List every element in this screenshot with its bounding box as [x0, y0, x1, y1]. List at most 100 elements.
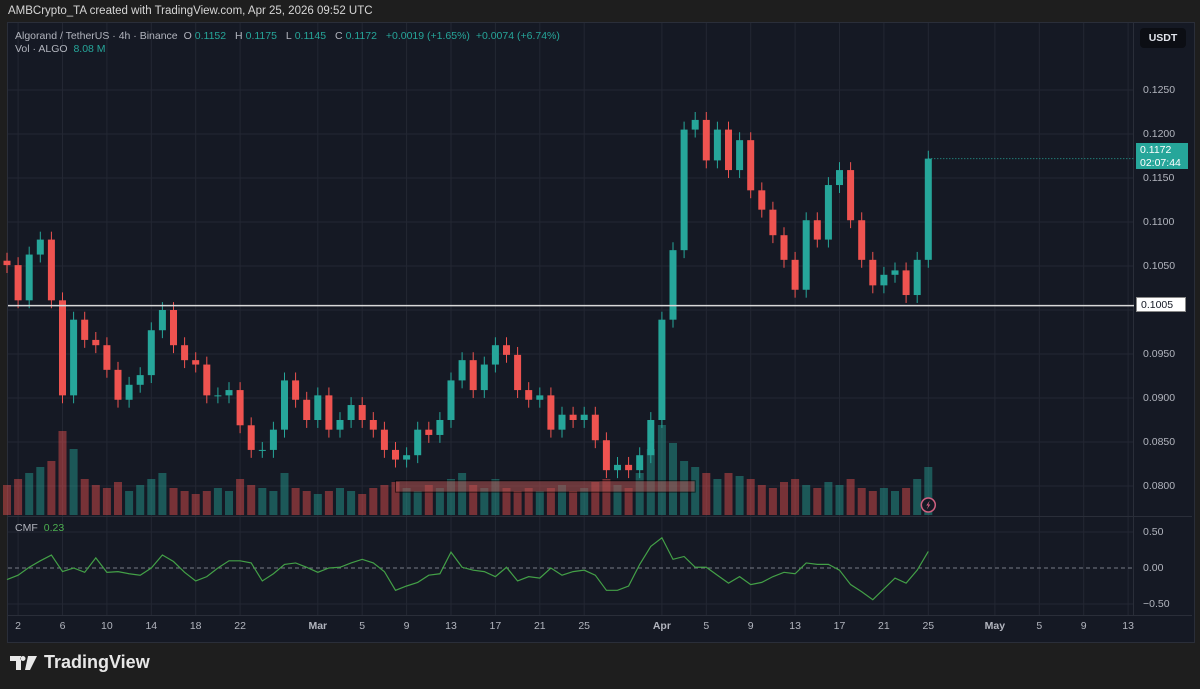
volume-bar	[269, 491, 278, 515]
low-label: L	[285, 30, 292, 42]
volume-bar	[813, 488, 822, 515]
volume-bar	[546, 488, 555, 515]
cmf-label[interactable]: CMF	[15, 522, 38, 534]
volume-bar	[258, 488, 267, 515]
candle	[3, 260, 11, 266]
candle	[791, 259, 799, 290]
date-tick-label: 18	[189, 620, 202, 632]
tradingview-logo: TradingView	[10, 652, 150, 673]
volume-bar	[202, 491, 211, 515]
volume-bar	[213, 488, 222, 515]
candle	[236, 390, 244, 426]
price-tick-label: 0.1150	[1143, 172, 1175, 184]
candle	[547, 395, 555, 430]
candle	[802, 220, 810, 290]
candle	[136, 375, 144, 385]
volume-bar	[602, 479, 611, 515]
volume-bar	[491, 479, 500, 515]
volume-bar	[380, 485, 389, 515]
volume-bar	[402, 488, 411, 515]
volume-bar	[114, 482, 122, 515]
volume-bar	[868, 491, 877, 515]
candle	[880, 274, 888, 286]
date-tick-label: 9	[747, 620, 754, 632]
date-tick-label: 5	[1036, 620, 1043, 632]
candle	[225, 390, 233, 396]
volume-bar	[158, 473, 167, 515]
candle	[258, 449, 266, 451]
cmf-line	[6, 536, 929, 601]
volume-bar	[513, 491, 522, 515]
volume-bar	[58, 431, 67, 515]
volume-bar	[824, 482, 833, 515]
price-tick-label: 0.1100	[1143, 216, 1175, 228]
tradingview-logo-icon	[10, 655, 37, 670]
open-label: O	[183, 30, 192, 42]
cmf-legend: CMF 0.23	[15, 522, 64, 534]
volume-bar	[336, 488, 344, 515]
candle	[203, 364, 211, 396]
volume-bar	[424, 485, 433, 515]
volume-bar	[136, 485, 145, 515]
candle	[425, 429, 433, 435]
candle	[47, 239, 55, 301]
volume-bar	[613, 485, 622, 515]
candle	[525, 390, 533, 400]
volume-bar	[757, 485, 766, 515]
volume-bar	[480, 488, 489, 515]
volume-bar	[180, 491, 189, 515]
candle	[647, 420, 655, 456]
volume-bar	[669, 443, 677, 515]
cmf-value: 0.23	[43, 522, 65, 534]
candle	[336, 420, 344, 430]
candle	[747, 140, 755, 191]
volume-value: 8.08 M	[73, 43, 106, 55]
cmf-tick-label: 0.50	[1143, 526, 1164, 538]
symbol-title[interactable]: Algorand / TetherUS · 4h · Binance	[15, 30, 178, 42]
chart-frame[interactable]	[7, 22, 1195, 643]
change-value: +0.0019 (+1.65%)	[385, 30, 470, 42]
candle	[325, 395, 333, 430]
candle	[392, 449, 399, 460]
high-value: 0.1175	[245, 30, 277, 42]
candle	[902, 270, 910, 296]
candle	[369, 420, 377, 430]
volume-bar	[25, 473, 34, 515]
candle	[836, 170, 843, 186]
candle	[769, 209, 777, 236]
candle	[436, 420, 444, 435]
candle	[725, 129, 732, 171]
volume-bar	[835, 485, 844, 515]
volume-bar	[791, 479, 800, 515]
open-value: 0.1152	[194, 30, 227, 42]
volume-bar	[125, 491, 134, 515]
volume-bar	[591, 482, 600, 515]
volume-bar	[14, 479, 23, 515]
date-tick-label: 13	[445, 620, 457, 632]
price-tick-label: 0.0850	[1143, 436, 1176, 448]
candle	[569, 414, 577, 420]
price-tick-label: 0.1250	[1143, 84, 1176, 96]
volume-label[interactable]: Vol · ALGO	[15, 43, 68, 55]
candle	[469, 360, 477, 391]
volume-bar	[102, 488, 111, 515]
date-tick-label: 21	[878, 620, 890, 632]
candle	[658, 319, 666, 420]
volume-bar	[558, 485, 566, 515]
price-tick-label: 0.0800	[1143, 480, 1176, 492]
volume-bar	[879, 488, 888, 515]
volume-bar	[191, 494, 200, 515]
high-label: H	[235, 30, 243, 42]
candle	[70, 319, 78, 396]
candle	[447, 380, 455, 420]
candle	[713, 129, 721, 161]
currency-button[interactable]: USDT	[1140, 28, 1186, 48]
candle	[14, 265, 22, 301]
candle	[891, 270, 899, 275]
volume-bar	[846, 479, 855, 515]
volume-bar	[447, 479, 455, 515]
date-tick-label: 6	[59, 620, 66, 632]
volume-bar	[735, 476, 744, 515]
price-tick-label: 0.1200	[1143, 128, 1176, 140]
